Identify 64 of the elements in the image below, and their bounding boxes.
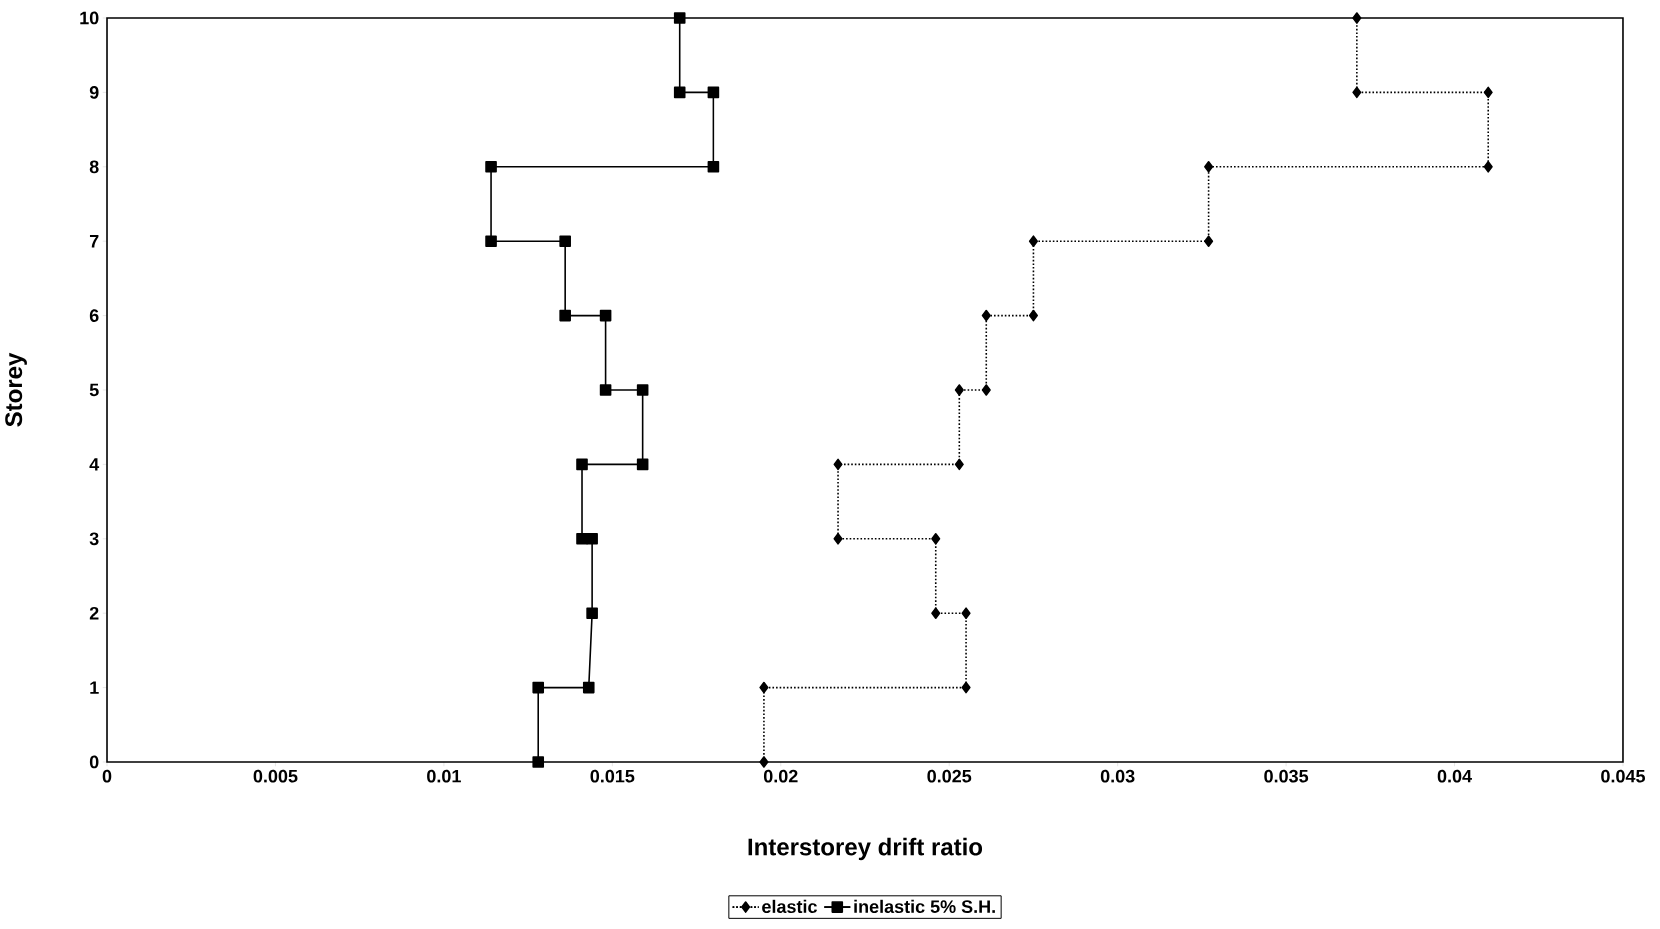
x-tick-label: 0.035	[1264, 769, 1309, 783]
y-tick-label: 9	[89, 86, 99, 99]
point	[954, 384, 964, 396]
point	[1204, 235, 1214, 247]
point	[485, 235, 497, 247]
x-tick-label: 0.005	[253, 769, 298, 783]
x-tick-label: 0.02	[763, 769, 798, 783]
point	[833, 532, 843, 545]
x-tick-label: 0.025	[927, 769, 972, 783]
point	[833, 458, 843, 471]
y-tick-label: 0	[89, 755, 99, 769]
y-tick-label: 10	[80, 11, 99, 25]
point	[759, 756, 769, 768]
y-tick-label: 1	[90, 681, 99, 694]
point	[559, 309, 571, 322]
y-tick-label: 8	[89, 160, 99, 174]
point	[485, 160, 497, 173]
y-tick-label: 3	[89, 532, 99, 546]
point	[1483, 160, 1493, 173]
point	[981, 384, 991, 396]
point	[931, 607, 941, 619]
legend-label: elastic	[762, 899, 817, 914]
point	[961, 681, 971, 694]
x-tick-label: 0.03	[1100, 769, 1135, 783]
point	[636, 458, 649, 471]
point	[707, 160, 720, 173]
y-tick-label: 2	[89, 606, 99, 620]
x-tick-label: 0	[102, 769, 112, 783]
point	[532, 756, 545, 768]
point	[981, 309, 991, 322]
point	[636, 384, 649, 396]
point	[673, 12, 686, 24]
legend-label: inelastic 5% S.H.	[854, 899, 995, 914]
point	[961, 607, 971, 619]
point	[1352, 86, 1362, 99]
y-tick-label: 4	[89, 458, 100, 471]
x-tick-label: 0.015	[590, 769, 635, 783]
y-axis-title: Storey	[5, 352, 27, 427]
point	[1028, 309, 1038, 322]
point	[759, 681, 769, 694]
point	[599, 309, 612, 322]
point	[559, 235, 571, 247]
point	[576, 532, 588, 545]
x-axis-title: Interstorey drift ratio	[748, 837, 983, 861]
point	[954, 458, 964, 471]
point	[1204, 160, 1214, 173]
point	[707, 86, 720, 99]
point	[1352, 12, 1362, 24]
point	[532, 681, 545, 694]
y-tick-label: 6	[89, 309, 99, 322]
point	[1028, 235, 1038, 247]
x-tick-label: 0.045	[1601, 769, 1646, 783]
point	[576, 458, 588, 471]
x-tick-label: 0.04	[1437, 769, 1472, 783]
y-tick-label: 5	[89, 383, 99, 397]
point	[586, 532, 598, 545]
point	[582, 681, 595, 694]
point	[931, 532, 941, 545]
point	[1483, 86, 1493, 99]
point	[599, 384, 612, 396]
point	[586, 607, 598, 619]
y-tick-label: 7	[89, 235, 99, 248]
point	[673, 86, 686, 99]
x-tick-label: 0.01	[427, 769, 461, 783]
